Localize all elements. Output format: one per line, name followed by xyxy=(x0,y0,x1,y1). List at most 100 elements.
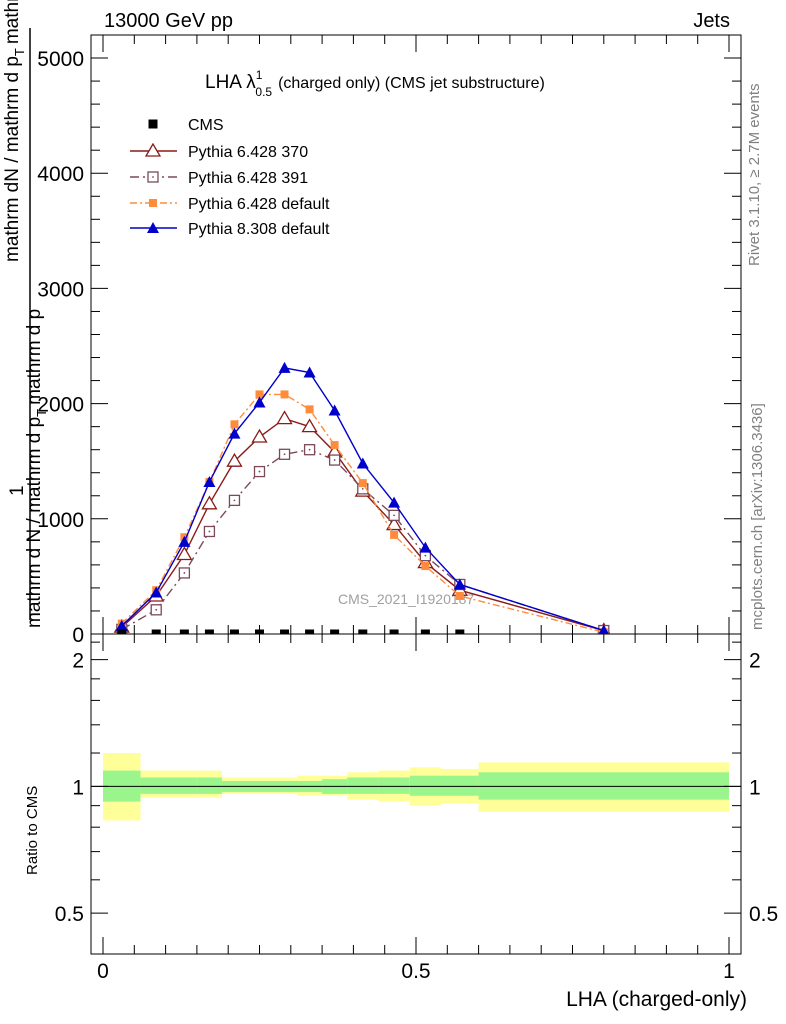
axis-ticks xyxy=(91,34,741,955)
point-2-3-dot xyxy=(208,530,211,533)
point-4-8 xyxy=(328,404,341,416)
point-4-7 xyxy=(303,366,316,378)
point-2-8-dot xyxy=(333,459,336,461)
point-0-6 xyxy=(280,629,290,634)
point-4-12 xyxy=(453,578,466,590)
ratio-y-label: Ratio to CMS xyxy=(24,786,41,875)
legend-marker-1 xyxy=(144,142,162,157)
ratio-y-tick-label: 0.5 xyxy=(55,903,84,926)
point-3-10 xyxy=(390,530,399,539)
point-1-7 xyxy=(301,418,318,433)
point-1-10 xyxy=(385,516,403,531)
y-tick-label: 1000 xyxy=(37,509,84,532)
legend-label-1: Pythia 6.428 370 xyxy=(188,144,308,161)
chart-title-sub: 0.5 xyxy=(255,85,272,99)
legend: CMS Pythia 6.428 370 Pythia 6.428 391 Pythi… xyxy=(130,117,330,238)
point-4-0 xyxy=(115,619,128,631)
y-label-line1-rest: mathrm d lambda xyxy=(2,0,23,44)
ratio-y-tick-label-right: 2 xyxy=(749,650,761,673)
point-4-9 xyxy=(356,457,369,469)
chart-title-sup: 1 xyxy=(256,68,263,82)
point-3-9 xyxy=(358,479,367,488)
legend-entry-0: CMS xyxy=(148,117,224,134)
series-line-2 xyxy=(121,448,605,632)
point-0-3 xyxy=(204,629,214,634)
legend-entry-3: Pythia 6.428 default xyxy=(130,196,330,213)
point-3-6 xyxy=(280,390,289,399)
x-tick-label: 0.5 xyxy=(401,960,430,983)
point-4-4 xyxy=(228,427,241,439)
point-0-9 xyxy=(358,629,368,634)
ratio-y-tick-label: 2 xyxy=(72,650,84,673)
ratio-y-tick-label-right: 1 xyxy=(749,776,761,799)
y-axis-label: mathrm d N / mathrm d pTmathrm d p 1 mat… xyxy=(2,0,49,628)
ratio-band-inner-1 xyxy=(140,777,197,794)
point-3-8 xyxy=(330,441,339,450)
point-1-2 xyxy=(176,546,193,561)
svg-text:mathrm d N / mathrm d pTmathrm: mathrm d N / mathrm d pTmathrm d p xyxy=(24,309,49,628)
point-2-1-dot xyxy=(155,608,158,611)
point-4-13 xyxy=(598,624,609,634)
x-tick-label: 1 xyxy=(723,960,735,983)
point-2-11-dot xyxy=(424,554,427,557)
series-0 xyxy=(117,629,465,634)
ratio-y-tick-label-right: 0.5 xyxy=(749,903,778,926)
point-0-8 xyxy=(330,629,340,634)
y-label-denominator-sub: T xyxy=(34,409,49,417)
y-tick-label: 0 xyxy=(72,624,84,647)
data-series xyxy=(113,361,611,634)
point-0-1 xyxy=(151,629,161,634)
point-2-5-dot xyxy=(258,470,261,473)
point-0-4 xyxy=(229,629,239,634)
y-tick-label: 3000 xyxy=(37,278,84,301)
point-2-9-dot xyxy=(361,487,364,490)
legend-label-0: CMS xyxy=(188,117,224,134)
y-tick-label: 5000 xyxy=(37,48,84,71)
legend-marker-2-dot xyxy=(152,176,154,178)
y-label-numerator: 1 xyxy=(7,485,28,496)
y-label-denominator: mathrm d N / mathrm d p xyxy=(24,417,45,628)
ratio-band-inner-11 xyxy=(441,775,479,796)
chart-title-rest: (charged only) (CMS jet substructure) xyxy=(278,75,545,92)
x-tick-label: 0 xyxy=(97,960,109,983)
point-0-2 xyxy=(179,629,189,634)
point-4-5 xyxy=(253,396,266,408)
point-2-10-dot xyxy=(393,514,395,517)
point-4-11 xyxy=(419,541,432,553)
y-label-denominator-rest: mathrm d p xyxy=(24,309,45,405)
point-0-12 xyxy=(455,629,465,634)
point-0-5 xyxy=(255,629,264,634)
chart-title: LHA λ1 0.5 (charged only) (CMS jet substru… xyxy=(205,68,545,99)
point-2-4-dot xyxy=(233,499,236,502)
chart-title-main: LHA λ xyxy=(205,72,256,93)
series-4 xyxy=(115,361,609,634)
point-4-2 xyxy=(178,535,191,547)
point-1-3 xyxy=(201,495,218,510)
y-label-line1: mathrm dN / mathrm d p xyxy=(2,56,23,262)
side-label-rivet: Rivet 3.1.10, ≥ 2.7M events xyxy=(746,83,763,267)
x-axis-label: LHA (charged-only) xyxy=(566,988,747,1011)
analysis-watermark: CMS_2021_I1920187 xyxy=(338,591,474,607)
legend-label-3: Pythia 6.428 default xyxy=(188,196,330,213)
ratio-y-tick-label: 1 xyxy=(72,776,84,799)
point-4-1 xyxy=(150,586,163,598)
y-tick-label: 2000 xyxy=(37,394,84,417)
legend-label-2: Pythia 6.428 391 xyxy=(188,170,308,187)
point-1-6 xyxy=(276,410,293,425)
point-0-7 xyxy=(305,629,315,634)
point-2-2-dot xyxy=(183,572,186,574)
point-0-0 xyxy=(117,629,127,634)
legend-label-4: Pythia 8.308 default xyxy=(188,221,330,238)
point-3-12 xyxy=(455,591,464,600)
series-line-4 xyxy=(121,367,605,632)
point-1-5 xyxy=(251,428,268,443)
side-label-mcplots: mcplots.cern.ch [arXiv:1306.3436] xyxy=(749,403,766,630)
point-1-4 xyxy=(226,452,243,467)
point-3-7 xyxy=(305,405,314,414)
point-2-6-dot xyxy=(283,453,286,456)
legend-marker-3 xyxy=(149,199,157,207)
ratio-band-inner-2 xyxy=(196,777,222,794)
point-2-7-dot xyxy=(308,448,311,451)
header-right: Jets xyxy=(693,10,730,32)
